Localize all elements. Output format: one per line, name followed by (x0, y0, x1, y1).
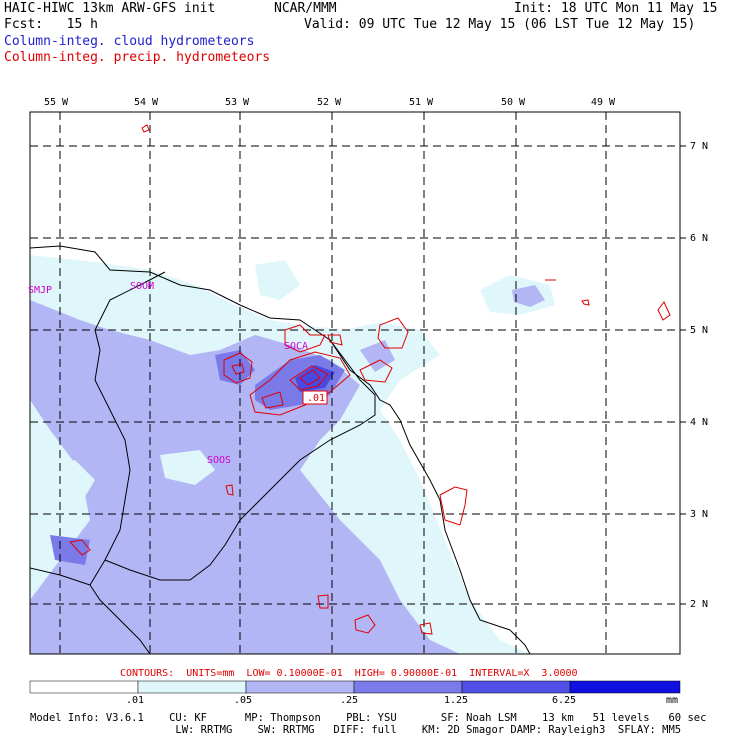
lon-label: 50 W (501, 97, 526, 108)
contours-note: CONTOURS: UNITS=mm LOW= 0.10000E-01 HIGH… (120, 668, 578, 679)
station-label: SOOM (130, 281, 155, 292)
lat-label: 3 N (690, 509, 709, 520)
colorbar-tick: 1.25 (444, 695, 469, 706)
colorbar-tick: 6.25 (552, 695, 577, 706)
cloud-shade-max (295, 365, 335, 392)
colorbar-swatch (461, 680, 571, 694)
contour-label-box (302, 390, 328, 405)
colorbar-units: mm (666, 695, 679, 706)
lat-lon-grid (30, 112, 680, 654)
colorbar-tick: .25 (340, 695, 359, 706)
lon-label: 49 W (591, 97, 616, 108)
field-precip-label: Column-integ. precip. hydrometeors (4, 50, 271, 65)
lon-label: 52 W (317, 97, 342, 108)
lat-label: 2 N (690, 599, 709, 610)
cloud-shade-medium-patch (512, 285, 545, 307)
init-time: Init: 18 UTC Mon 11 May 15 (514, 1, 718, 16)
cloud-shade-light-patch (255, 260, 300, 300)
map-frame (29, 111, 681, 655)
lat-label: 4 N (690, 417, 709, 428)
model-info-line1: Model Info: V3.6.1 CU: KF MP: Thompson P… (30, 712, 707, 724)
valid-time: Valid: 09 UTC Tue 12 May 15 (06 LST Tue … (304, 17, 696, 32)
colorbar-swatch (245, 680, 355, 694)
model-info-line2: LW: RRTMG SW: RRTMG DIFF: full KM: 2D Sm… (30, 724, 682, 736)
lat-label: 7 N (690, 141, 709, 152)
forecast-hour: Fcst: 15 h (4, 17, 98, 32)
lon-label: 53 W (225, 97, 250, 108)
colorbar-swatch (29, 680, 139, 694)
colorbar-swatch (569, 680, 681, 694)
colorbar-swatch (353, 680, 463, 694)
lat-label: 5 N (690, 325, 709, 336)
station-label: SOCA (284, 341, 309, 352)
lon-label: 51 W (409, 97, 434, 108)
lon-label: 55 W (44, 97, 69, 108)
field-cloud-label: Column-integ. cloud hydrometeors (4, 34, 255, 49)
lat-label: 6 N (690, 233, 709, 244)
station-label: SMJP (28, 285, 53, 296)
cloud-shade-medium (30, 300, 460, 654)
precip-contours (69, 124, 671, 635)
model-title: HAIC-HIWC 13km ARW-GFS init (4, 1, 216, 16)
colorbar-swatch (137, 680, 247, 694)
contour-label: .01 (307, 393, 326, 404)
station-label: SOOS (207, 455, 232, 466)
colorbar-tick: .01 (126, 695, 145, 706)
org-label: NCAR/MMM (274, 1, 337, 16)
lon-label: 54 W (134, 97, 159, 108)
shaded-field (30, 255, 555, 654)
coastlines (30, 245, 531, 654)
colorbar-tick: .05 (234, 695, 253, 706)
